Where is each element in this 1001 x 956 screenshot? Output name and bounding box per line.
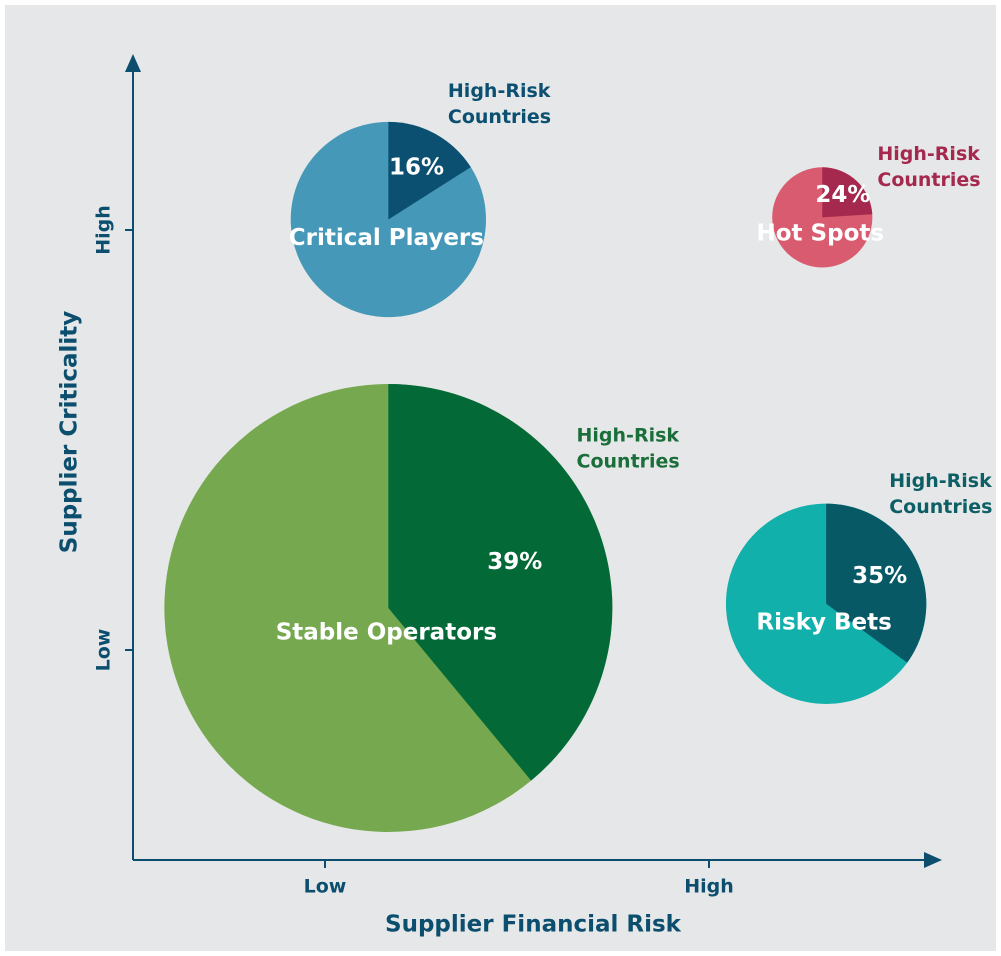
bubble-name: Stable Operators xyxy=(276,620,497,646)
annotation: High-Risk xyxy=(889,470,992,492)
bubble: 16% Critical Players High-Risk Countries xyxy=(289,80,551,318)
share-slice xyxy=(826,503,927,663)
bubble: 24% Hot Spots High-Risk Countries xyxy=(756,143,981,268)
x-axis-title: Supplier Financial Risk xyxy=(385,912,682,938)
y-axis-arrow xyxy=(125,54,141,72)
y-tick-label: High xyxy=(93,205,115,255)
annotation: Countries xyxy=(448,106,551,128)
share-label: 39% xyxy=(487,549,542,575)
annotation: Countries xyxy=(877,169,980,191)
bubble-name: Critical Players xyxy=(289,225,484,251)
share-slice xyxy=(388,121,471,220)
share-label: 16% xyxy=(389,155,444,181)
bubble-name: Risky Bets xyxy=(756,609,891,635)
x-tick-label: High xyxy=(684,876,734,898)
annotation: Countries xyxy=(889,496,992,518)
y-tick-label: Low xyxy=(93,629,115,672)
share-slice xyxy=(822,167,873,218)
share-label: 35% xyxy=(852,563,907,589)
share-slice xyxy=(388,384,613,781)
annotation: High-Risk xyxy=(877,143,980,165)
annotation: Countries xyxy=(577,450,680,472)
annotation: High-Risk xyxy=(448,80,551,102)
bubble: 39% Stable Operators High-Risk Countries xyxy=(164,384,680,832)
y-axis-title: Supplier Criticality xyxy=(57,311,83,553)
annotation: High-Risk xyxy=(577,424,680,446)
bubble-name: Hot Spots xyxy=(756,220,884,246)
x-tick-label: Low xyxy=(304,876,347,898)
x-axis-arrow xyxy=(924,852,942,868)
share-label: 24% xyxy=(815,182,870,208)
bubble: 35% Risky Bets High-Risk Countries xyxy=(725,470,992,704)
